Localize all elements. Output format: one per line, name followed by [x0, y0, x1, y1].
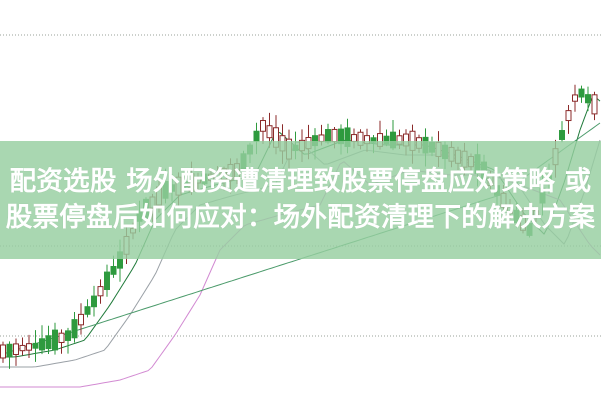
candle	[26, 334, 32, 359]
candle	[572, 84, 578, 112]
candle	[45, 325, 52, 354]
candle	[559, 121, 565, 143]
candle	[58, 329, 65, 354]
title-banner: 配资选股 场外配资遭清理致股票停盘应对策略 或 股票停盘后如何应对：场外配资清理…	[0, 141, 601, 259]
candle	[13, 338, 19, 366]
candle	[97, 279, 104, 304]
candle	[91, 285, 97, 317]
candle	[65, 327, 71, 354]
candle	[52, 322, 58, 355]
candle	[0, 341, 6, 363]
candle	[32, 330, 39, 362]
candle	[585, 86, 591, 112]
article-title-line-1: 配资选股 场外配资遭清理致股票停盘应对策略 或	[9, 166, 592, 197]
candle	[71, 311, 78, 343]
candle	[84, 299, 91, 318]
candle	[565, 105, 572, 134]
candle	[104, 264, 110, 297]
candle	[6, 341, 13, 369]
candle	[39, 325, 45, 355]
candle	[578, 85, 585, 103]
candle	[260, 117, 266, 145]
article-title-line-2: 股票停盘后如何应对：场外配资清理下的解决方案	[5, 202, 596, 233]
candle	[110, 255, 117, 278]
candle	[591, 91, 598, 121]
candle	[19, 337, 26, 356]
candle	[78, 303, 84, 335]
